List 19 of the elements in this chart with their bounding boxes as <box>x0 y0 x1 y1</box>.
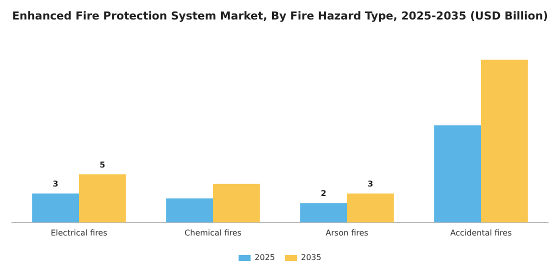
data-label: 5 <box>100 160 106 170</box>
data-label: 3 <box>368 180 374 189</box>
bar <box>481 60 528 222</box>
x-tick-label: Electrical fires <box>50 228 108 238</box>
bar <box>213 184 260 222</box>
bar <box>347 194 394 222</box>
bar <box>434 125 481 222</box>
bar <box>79 174 126 222</box>
x-tick-label: Arson fires <box>326 228 368 238</box>
bar <box>32 194 79 222</box>
data-label: 3 <box>52 180 58 189</box>
x-tick-label: Chemical fires <box>184 228 242 238</box>
chart-title: Enhanced Fire Protection System Market, By Fire Hazard Type, 2025-2035 (USD Billion) <box>12 9 548 22</box>
bar <box>300 203 347 222</box>
bar <box>166 198 213 222</box>
legend-label: 2035 <box>301 253 322 262</box>
data-label: 2 <box>320 189 326 198</box>
x-tick-label: Accidental fires <box>450 228 512 238</box>
legend-label: 2025 <box>254 253 275 262</box>
